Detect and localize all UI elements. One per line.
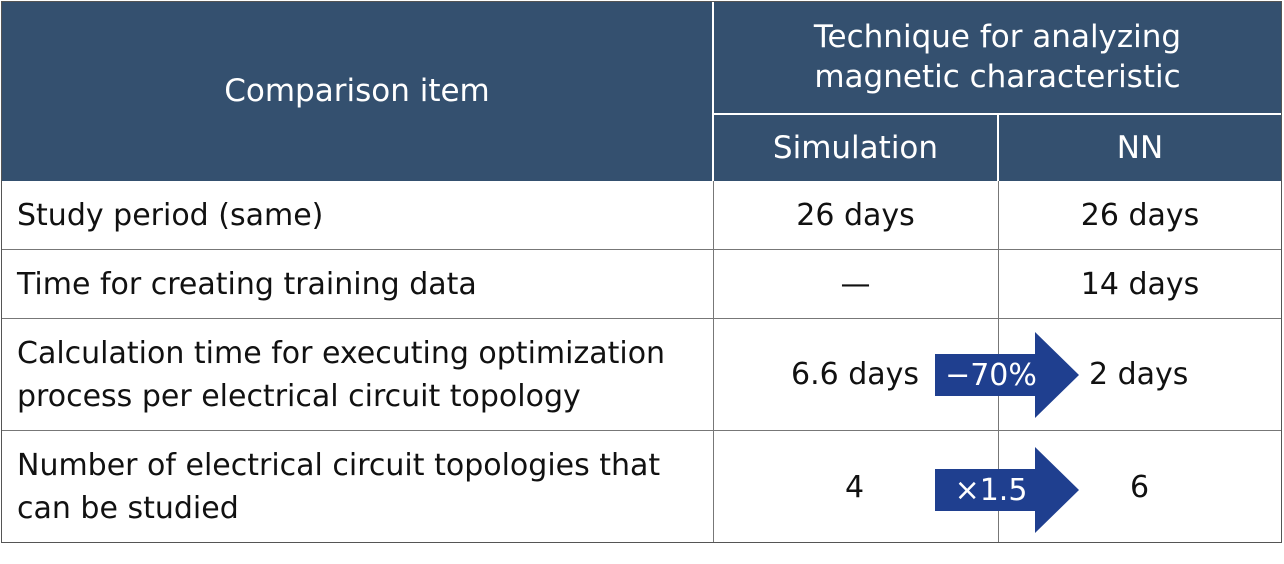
header-simulation-text: Simulation — [772, 130, 939, 166]
row-divider-1 — [1, 249, 1282, 250]
increase-arrow-label: ×1.5 — [954, 473, 1028, 508]
row-3-simulation-text: 6.6 days — [791, 357, 920, 392]
table-row-2-item: Time for creating training data — [1, 250, 713, 318]
table-row-4-item: Number of electrical circuit topologies … — [1, 431, 713, 543]
row-4-item-line2: can be studied — [17, 491, 239, 526]
row-divider-3 — [1, 430, 1282, 431]
body-divider-item — [713, 181, 714, 543]
table-row-3-item: Calculation time for executing optimizat… — [1, 319, 713, 430]
row-4-nn-text: 6 — [1130, 469, 1150, 505]
header-nn: NN — [998, 115, 1282, 181]
table-row-1-item: Study period (same) — [1, 181, 713, 249]
row-divider-2 — [1, 318, 1282, 319]
row-1-nn-text: 26 days — [1080, 197, 1200, 233]
row-3-item-line1: Calculation time for executing optimizat… — [17, 335, 666, 371]
table-row-1-nn: 26 days — [998, 181, 1282, 249]
header-technique-line2: magnetic characteristic — [814, 59, 1181, 95]
reduction-arrow-icon — [935, 332, 1079, 418]
row-1-item-text: Study period (same) — [17, 197, 324, 233]
row-3-item-line2: process per electrical circuit topology — [17, 378, 581, 414]
header-technique: Technique for analyzing magnetic charact… — [713, 1, 1282, 113]
row-2-nn-text: 14 days — [1080, 266, 1200, 302]
row-4-simulation-text: 4 — [845, 469, 865, 505]
table-row-1-simulation: 26 days — [713, 181, 998, 249]
header-technique-line1: Technique for analyzing — [813, 19, 1182, 55]
table-row-2-simulation: — — [713, 250, 998, 318]
row-1-simulation-text: 26 days — [796, 197, 915, 233]
table-row-3-simulation: 6.6 days — [713, 319, 998, 430]
reduction-arrow-label: −70% — [945, 358, 1037, 393]
row-2-item-text: Time for creating training data — [17, 266, 477, 302]
increase-arrow-icon — [935, 447, 1079, 533]
row-3-nn-text: 2 days — [1089, 357, 1189, 392]
header-comparison-item: Comparison item — [1, 1, 713, 181]
table-row-2-nn: 14 days — [998, 250, 1282, 318]
row-4-item-line1: Number of electrical circuit topologies … — [17, 448, 661, 483]
header-divider-sim-nn — [997, 113, 999, 181]
row-2-simulation-text: — — [840, 266, 871, 302]
header-comparison-item-text: Comparison item — [224, 73, 490, 109]
header-nn-text: NN — [1116, 130, 1164, 166]
header-divider-vertical — [712, 1, 714, 181]
header-simulation: Simulation — [713, 115, 998, 181]
comparison-table: Comparison item Technique for analyzing … — [1, 1, 1282, 543]
